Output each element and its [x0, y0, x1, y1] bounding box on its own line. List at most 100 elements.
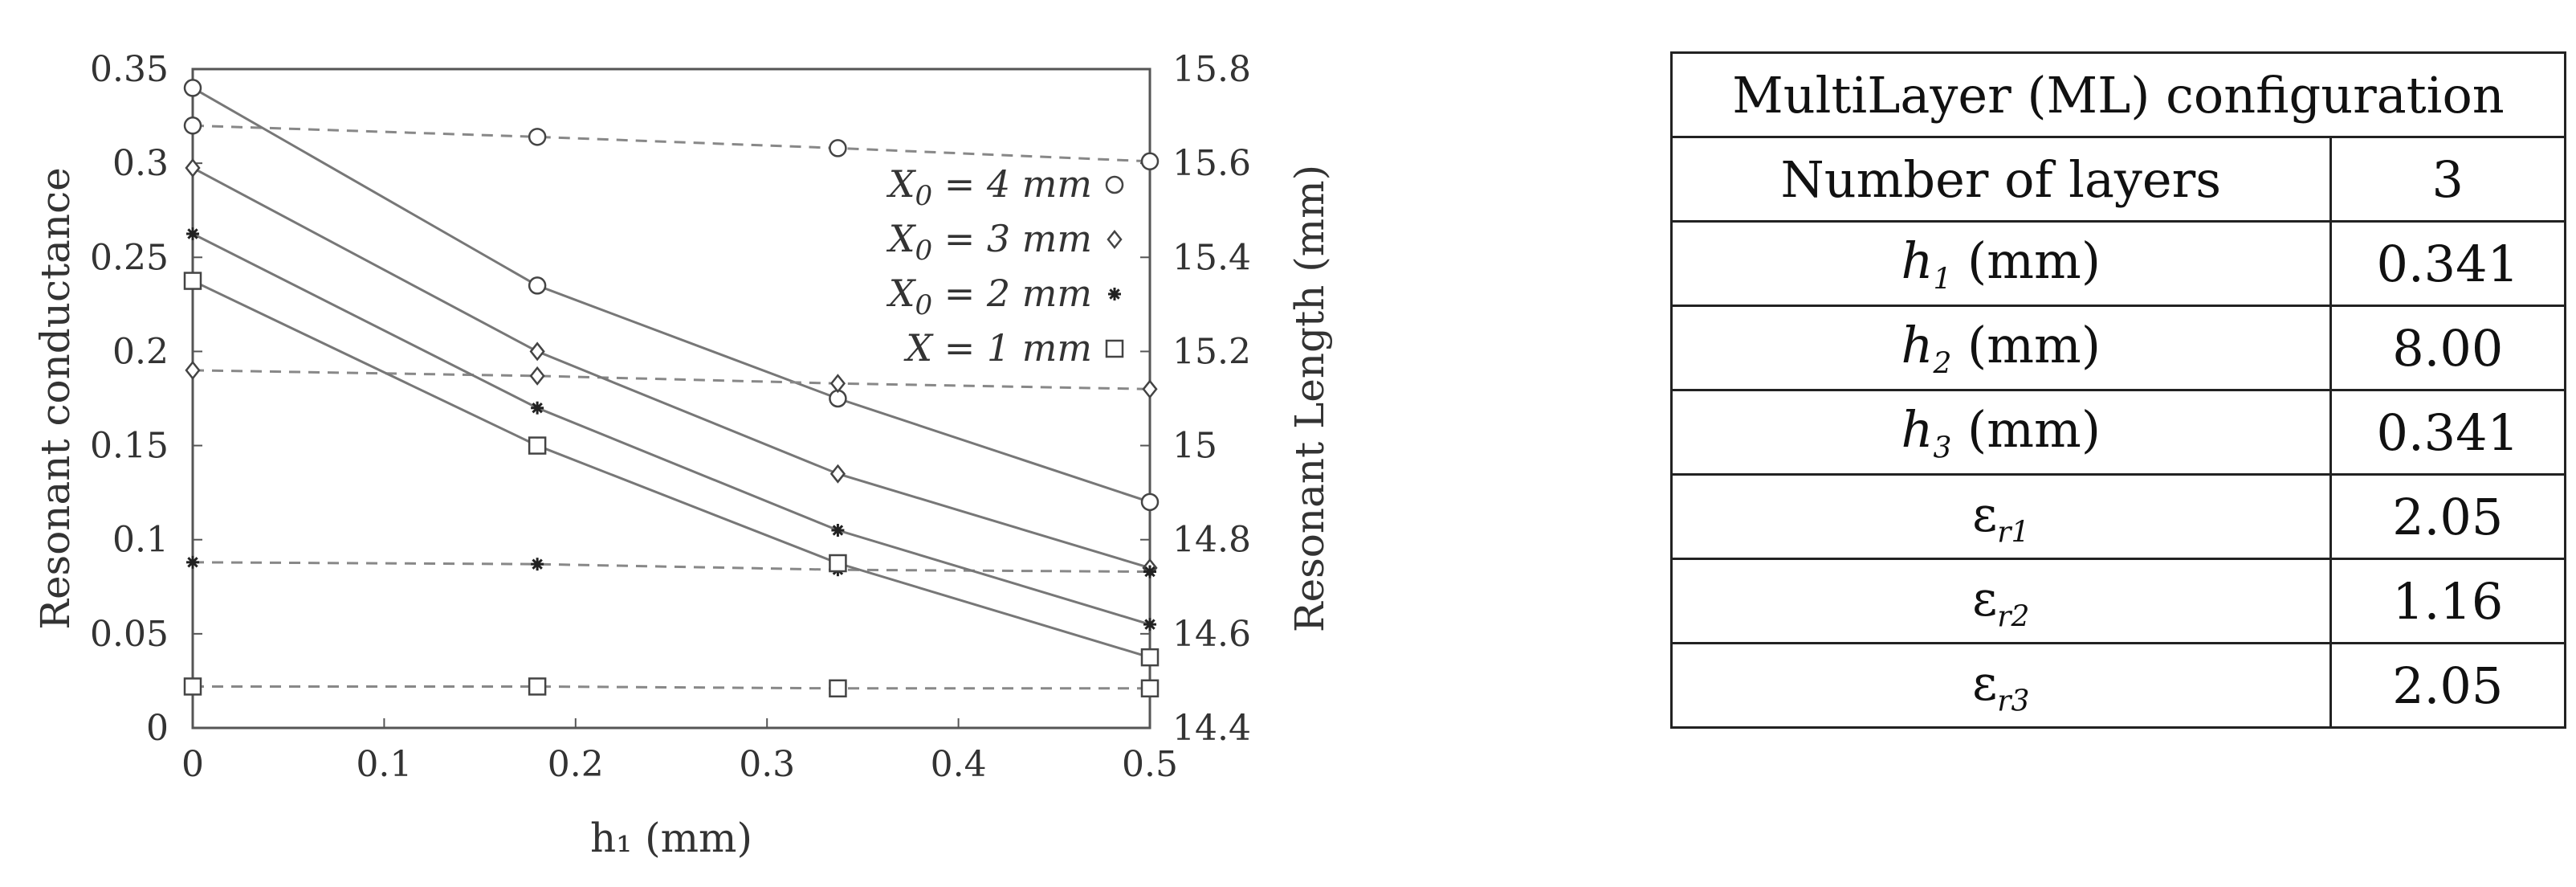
conductance-line-diamond [192, 369, 1151, 390]
y-tick-label-left: 0 [146, 708, 169, 749]
length-line-star [192, 232, 1151, 626]
y-tick-label-right: 15.4 [1172, 237, 1251, 278]
x-tick-label: 0.3 [739, 744, 795, 785]
unit: (mm) [1951, 399, 2101, 459]
symbol: h [1901, 231, 1934, 290]
length-point-circle [528, 276, 547, 295]
conductance-point-star [1143, 565, 1156, 578]
subscript: r1 [1997, 516, 2030, 550]
y-tick-label-right: 14.6 [1172, 614, 1251, 655]
table-header-row: MultiLayer (ML) configuration [1670, 51, 2566, 138]
config-table: MultiLayer (ML) configuration Number of … [1670, 51, 2567, 729]
symbol: h [1901, 315, 1934, 374]
x-tick-label: 0.2 [548, 744, 604, 785]
length-point-square [528, 436, 547, 455]
legend-marker-star [1108, 288, 1121, 300]
length-point-star [186, 227, 199, 240]
legend-subscript: 0 [915, 235, 932, 267]
y-tick-label-left: 0.35 [90, 49, 169, 90]
legend-symbol: X [903, 326, 934, 370]
legend-value: = 3 mm [932, 217, 1092, 260]
legend-symbol: X [887, 272, 917, 315]
y-tick-label-left: 0.25 [90, 237, 169, 278]
row-label-h1: h1 (mm) [1670, 220, 2332, 307]
legend-symbol: X [887, 217, 917, 260]
x-tick-label: 0 [181, 744, 204, 785]
conductance-point-square [1140, 679, 1160, 698]
conductance-point-circle [829, 139, 847, 157]
chart: 0 0.1 0.2 0.3 0.4 0.5 0 0.05 0.1 0.15 0.2 0.25 0.3 0.… [32, 49, 1333, 861]
row-label-h2: h2 (mm) [1670, 305, 2332, 391]
row-value-layers: 3 [2329, 136, 2567, 223]
legend-label: X0 = 2 mm [887, 272, 1092, 321]
row-label-h3: h3 (mm) [1670, 389, 2332, 476]
legend-value: = 2 mm [932, 272, 1092, 315]
symbol: ε [1972, 570, 1998, 627]
conductance-point-diamond [829, 374, 846, 394]
conductance-point-star [186, 555, 199, 569]
length-point-star [531, 401, 544, 415]
x-tick-label: 0.1 [356, 744, 412, 785]
y-axis-title-right: Resonant Length (mm) [1286, 165, 1333, 632]
subscript: 1 [1933, 263, 1952, 296]
subscript: 3 [1933, 431, 1952, 465]
conductance-point-square [183, 677, 202, 696]
y-axis-title-left: Resonant conductance [32, 167, 79, 629]
y-tick-label-right: 15 [1172, 426, 1217, 467]
conductance-point-circle [1140, 152, 1160, 171]
conductance-point-diamond [185, 360, 201, 380]
symbol: ε [1972, 655, 1998, 712]
row-label-er3: εr3 [1670, 642, 2332, 729]
conductance-point-diamond [1142, 379, 1158, 399]
y-tick-label-left: 0.1 [112, 520, 169, 561]
x-axis-title: h₁ (mm) [590, 815, 752, 861]
conductance-line-square [193, 685, 1150, 690]
symbol: ε [1972, 486, 1998, 543]
table-row: h1 (mm) 0.341 [1670, 220, 2567, 307]
length-point-diamond [529, 341, 545, 362]
y-tick-label-left: 0.3 [112, 143, 169, 184]
length-point-diamond [185, 157, 201, 178]
conductance-point-circle [528, 128, 547, 146]
row-value-er2: 1.16 [2329, 558, 2567, 644]
y-tick-label-right: 14.4 [1172, 708, 1251, 749]
table-row: Number of layers 3 [1670, 136, 2567, 223]
length-point-star [831, 524, 845, 537]
y-tick-label-right: 15.6 [1172, 143, 1251, 184]
subscript: r2 [1997, 600, 2030, 634]
row-value-h1: 0.341 [2329, 220, 2567, 307]
legend-value: = 1 mm [932, 326, 1092, 370]
x-tick-label: 0.5 [1122, 744, 1178, 785]
length-point-diamond [829, 464, 846, 484]
table-row: h3 (mm) 0.341 [1670, 389, 2567, 476]
x-tick-label: 0.4 [931, 744, 987, 785]
row-value-h2: 8.00 [2329, 305, 2567, 391]
y-tick-label-left: 0.2 [112, 331, 169, 372]
y-tick-label-left: 0.05 [90, 614, 169, 655]
row-value-h3: 0.341 [2329, 389, 2567, 476]
conductance-point-star [531, 558, 544, 571]
legend-marker-square [1105, 339, 1124, 358]
unit: (mm) [1951, 231, 2101, 290]
length-point-square [183, 272, 202, 290]
length-line-circle [192, 87, 1151, 504]
y-tick-label-left: 0.15 [90, 426, 169, 467]
y-tick-label-right: 15.2 [1172, 331, 1251, 372]
row-value-er3: 2.05 [2329, 642, 2567, 729]
legend-label: X0 = 3 mm [887, 217, 1092, 267]
legend-label: X = 1 mm [903, 326, 1092, 370]
subscript: r3 [1997, 685, 2030, 718]
subscript: 2 [1933, 347, 1952, 381]
row-label-er1: εr1 [1670, 473, 2332, 560]
legend-subscript: 0 [915, 180, 932, 212]
length-point-star [1143, 618, 1156, 632]
length-point-square [829, 554, 847, 573]
conductance-point-square [829, 679, 847, 698]
y-tick-label-right: 15.8 [1172, 49, 1251, 90]
row-value-er1: 2.05 [2329, 473, 2567, 560]
conductance-point-diamond [529, 366, 545, 386]
table-row: εr3 2.05 [1670, 642, 2567, 729]
table-row: h2 (mm) 8.00 [1670, 305, 2567, 391]
table-title: MultiLayer (ML) configuration [1670, 51, 2566, 138]
conductance-point-circle [183, 116, 202, 135]
